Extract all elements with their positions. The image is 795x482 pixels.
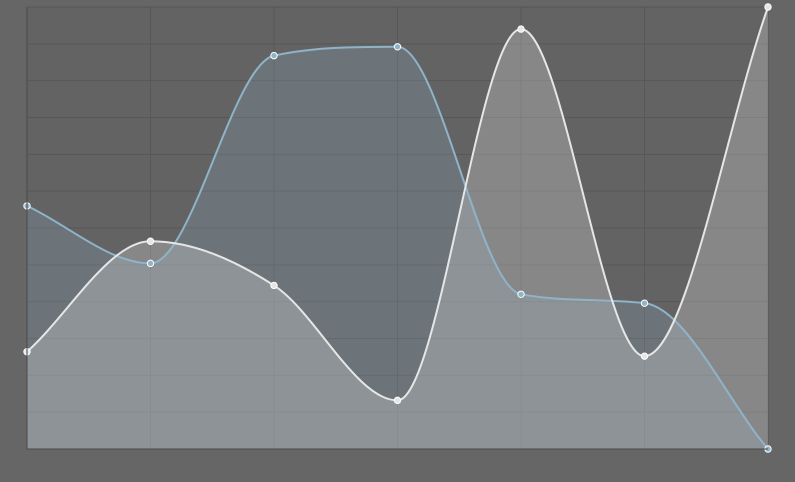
series-2-point[interactable] (146, 237, 155, 245)
series-2-point[interactable] (270, 281, 278, 290)
series-2-area (27, 7, 768, 449)
series-1-point[interactable] (640, 299, 649, 307)
series-areas (27, 7, 768, 449)
series-2-point[interactable] (393, 396, 402, 405)
series-1-point[interactable] (517, 290, 525, 298)
series-1-point[interactable] (146, 259, 155, 268)
series-2-point[interactable] (517, 25, 525, 33)
series-2-point[interactable] (764, 3, 772, 11)
series-1-point[interactable] (270, 51, 278, 60)
series-1-point[interactable] (393, 43, 402, 51)
series-points (23, 3, 772, 453)
series-1-area (27, 46, 768, 449)
series-2-line (26, 6, 769, 402)
series-2-point[interactable] (640, 352, 649, 360)
